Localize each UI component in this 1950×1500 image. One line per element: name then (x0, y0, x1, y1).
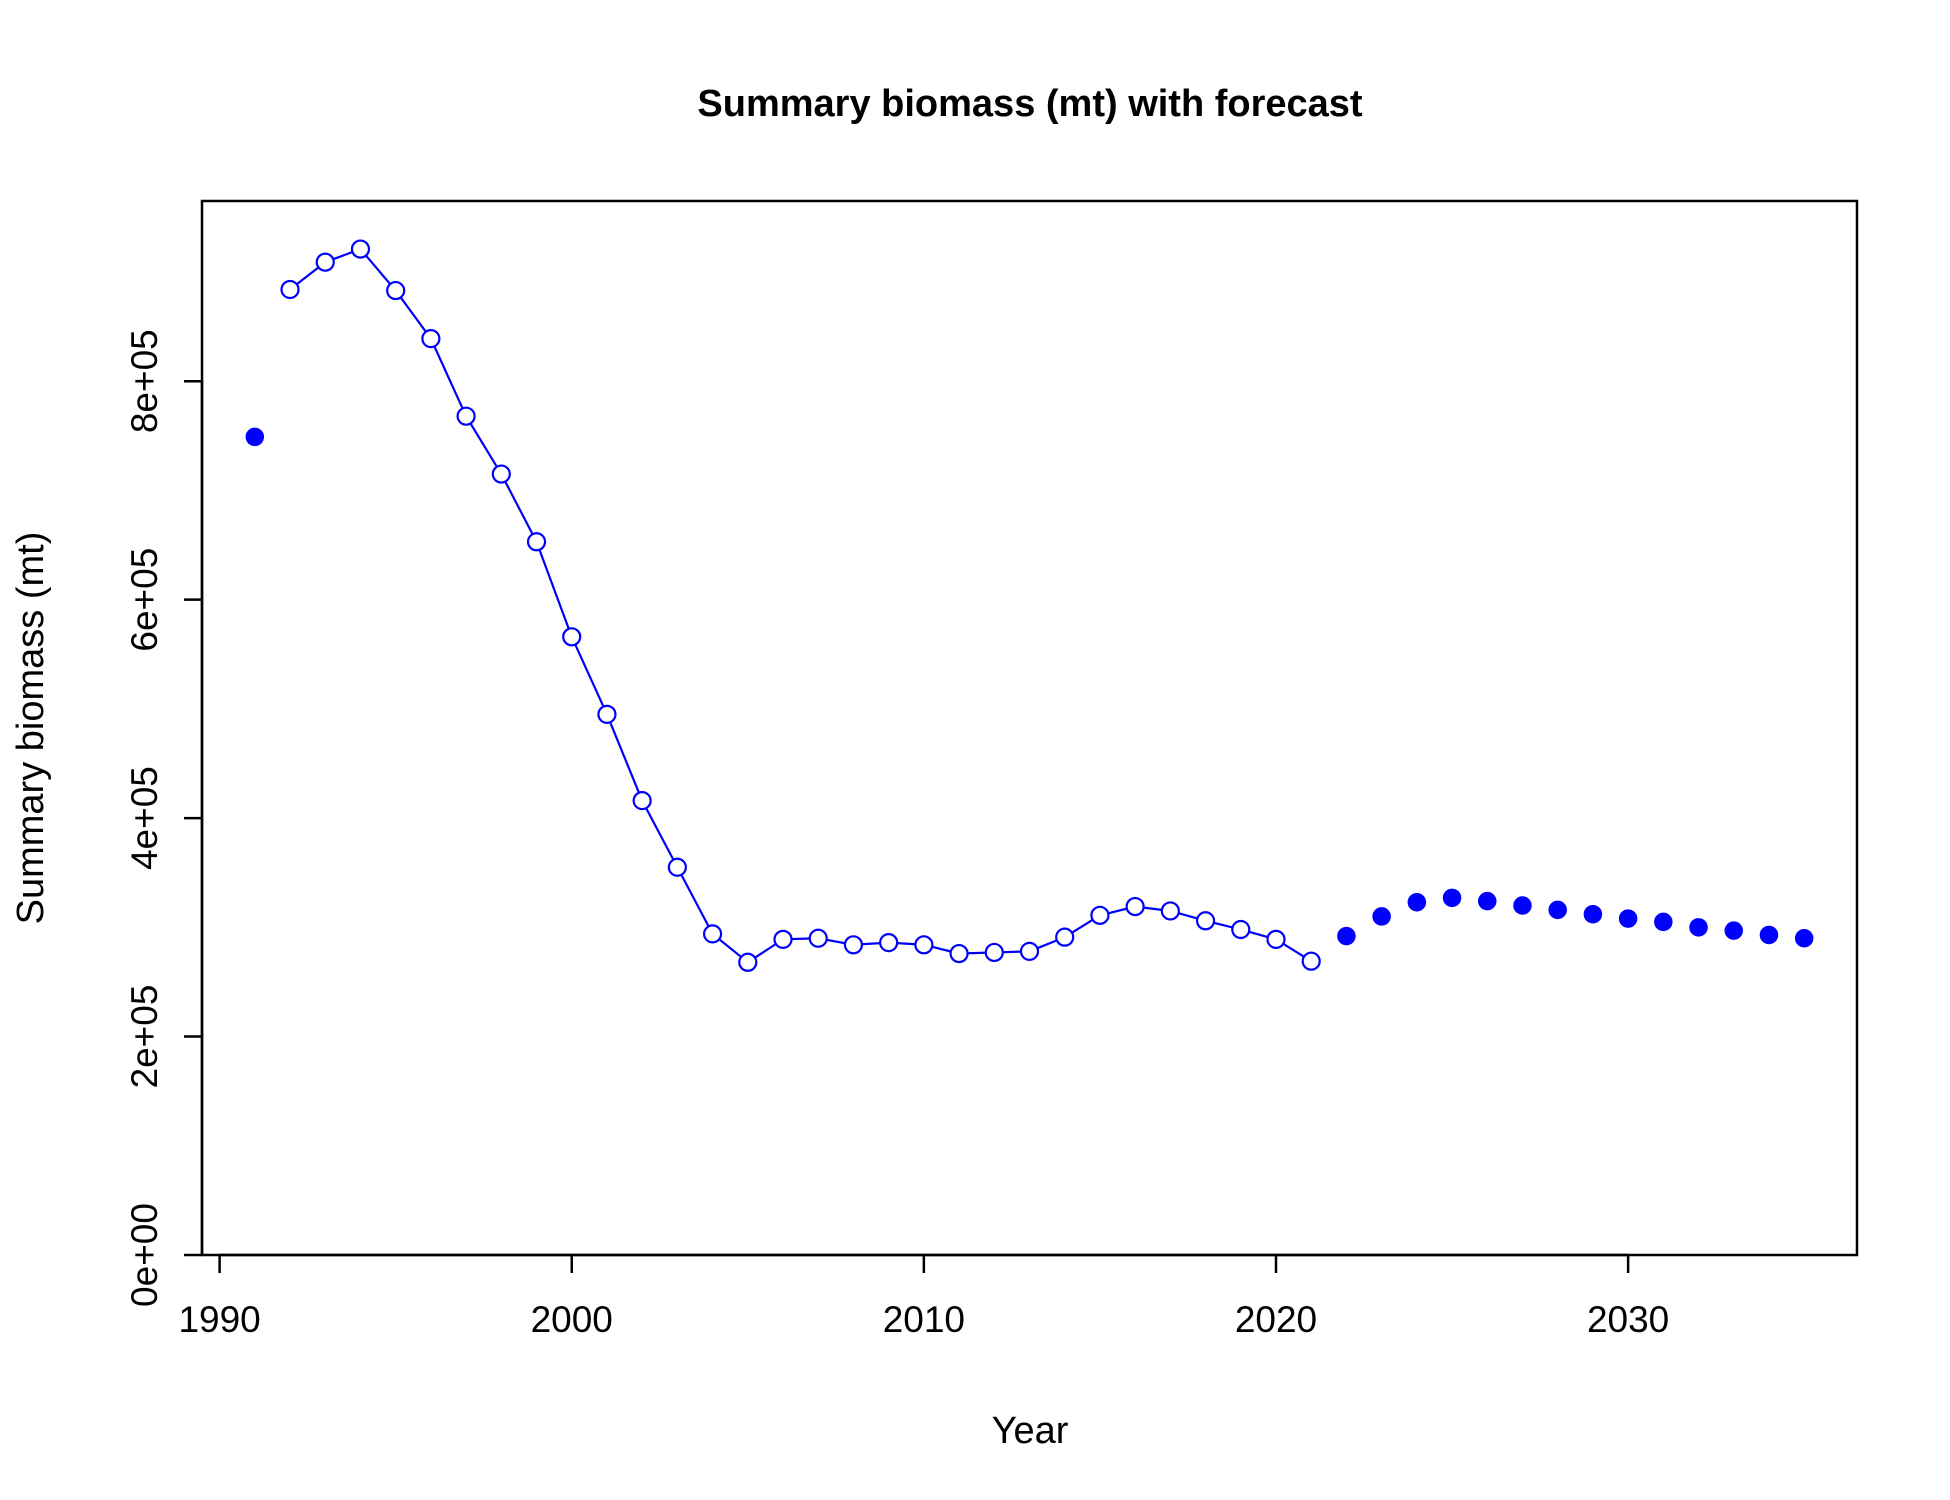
data-point (1442, 888, 1462, 908)
y-tick-label: 4e+05 (124, 766, 165, 870)
plot-frame (200, 199, 1859, 1257)
x-tick-label: 2020 (1235, 1299, 1317, 1340)
data-point (1372, 907, 1391, 926)
data-point (1513, 896, 1532, 915)
series-line-segment (645, 807, 675, 861)
data-point (1160, 901, 1180, 921)
data-point (949, 943, 969, 964)
data-point (1019, 941, 1040, 961)
data-point (1478, 891, 1497, 911)
series-line-segment (1002, 950, 1022, 954)
data-point (1724, 921, 1744, 940)
series-line-segment (861, 942, 881, 946)
data-point (421, 329, 441, 349)
series-line-segment (609, 721, 640, 794)
data-point (1125, 896, 1145, 917)
data-point (879, 933, 899, 953)
series-filled-point (245, 427, 265, 447)
series-line-segment (754, 943, 777, 959)
data-point (350, 239, 371, 259)
series-line-segment (1107, 907, 1128, 915)
data-point (738, 952, 758, 972)
data-point (843, 935, 864, 955)
series-line-segment (504, 481, 534, 535)
x-axis: 1990 2000 2010 2020 2030 (178, 1253, 1669, 1340)
series-line-segment (826, 938, 846, 945)
data-point (1548, 900, 1567, 920)
y-tick-label: 0e+00 (124, 1203, 165, 1307)
series-line-segment (332, 250, 353, 261)
data-point (773, 929, 793, 949)
x-tick-label: 1990 (178, 1299, 260, 1340)
data-point (1583, 904, 1603, 924)
data-point (1794, 929, 1814, 948)
y-tick-label: 2e+05 (124, 985, 165, 1089)
x-axis-label: Year (992, 1410, 1069, 1452)
y-tick-label: 6e+05 (124, 548, 165, 652)
data-point (914, 935, 934, 955)
series-line-segment (1178, 912, 1198, 920)
data-point (386, 280, 406, 301)
data-point (984, 942, 1004, 963)
data-point (1337, 926, 1356, 946)
series-line-segment (718, 938, 742, 958)
data-point (1266, 929, 1286, 949)
x-tick-label: 2000 (531, 1299, 613, 1340)
series-line-segment (1213, 921, 1233, 929)
chart-title: Summary biomass (mt) with forecast (697, 83, 1363, 125)
series-line-segment (1036, 939, 1058, 950)
data-point (280, 279, 300, 300)
data-point (315, 252, 335, 272)
data-point (1759, 925, 1779, 945)
data-point (1407, 892, 1427, 912)
series-line-segment (967, 951, 986, 955)
data-point (1090, 905, 1110, 925)
series-line-segment (1143, 906, 1163, 911)
x-tick-label: 2010 (883, 1299, 965, 1340)
series-line-open-circle (280, 239, 1321, 972)
data-point (1195, 911, 1216, 931)
x-tick-label: 2030 (1587, 1299, 1669, 1340)
data-point (1301, 951, 1321, 971)
data-point (491, 464, 511, 484)
data-point (808, 928, 828, 948)
data-point (562, 627, 582, 647)
series-line-segment (574, 644, 605, 708)
series-line-segment (365, 254, 392, 285)
series-line-segment (433, 345, 464, 409)
y-tick-label: 8e+05 (124, 329, 165, 433)
series-line-segment (469, 422, 498, 468)
series-line-segment (538, 549, 570, 630)
data-point (702, 924, 723, 944)
data-point (597, 704, 617, 724)
data-point (456, 406, 476, 426)
plot-area (245, 239, 1814, 972)
series-line-segment (680, 874, 710, 927)
data-point (1231, 919, 1251, 940)
series-line-segment (897, 942, 916, 946)
y-axis: 0e+00 2e+05 4e+05 6e+05 8e+05 (124, 329, 204, 1307)
series-line-segment (1282, 942, 1305, 958)
series-line-segment (1071, 918, 1094, 934)
series-line-segment (296, 266, 320, 286)
data-point (667, 857, 687, 877)
series-line-segment (931, 945, 952, 953)
data-point (1055, 927, 1075, 947)
data-point (245, 427, 265, 447)
data-point (1654, 912, 1673, 932)
data-point (526, 532, 547, 552)
data-point (1689, 918, 1708, 937)
y-axis-label: Summary biomass (mt) (10, 532, 52, 925)
series-line-segment (399, 296, 427, 333)
data-point (1618, 909, 1638, 928)
series-line-segment (1248, 930, 1269, 939)
series-filled-point (1337, 888, 1814, 948)
data-point (632, 791, 652, 811)
series-line-segment (791, 937, 810, 941)
